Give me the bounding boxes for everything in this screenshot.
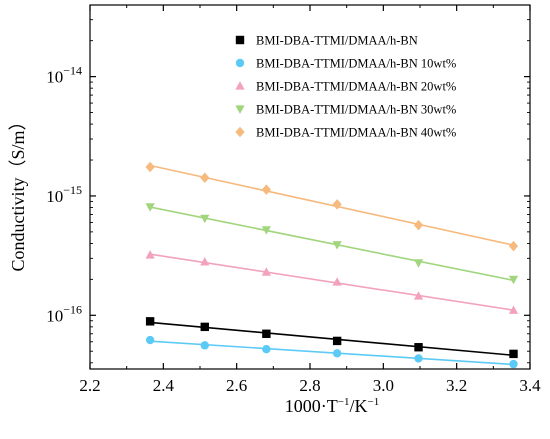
- legend-marker-0: [235, 35, 245, 45]
- x-axis-label-main: 1000·T: [285, 396, 338, 416]
- y-tick-label-0: 10−14: [46, 64, 82, 87]
- data-point-series-1: [414, 354, 423, 363]
- fit-line-series-2: [150, 253, 514, 311]
- data-point-series-2: [413, 291, 424, 300]
- data-point-series-0: [509, 349, 518, 359]
- data-point-series-0: [262, 329, 271, 338]
- data-point-series-0: [414, 343, 423, 352]
- fit-line-series-1: [150, 340, 514, 366]
- y-tick-label-2: 10−16: [46, 302, 82, 325]
- legend-label-1: BMI-DBA-TTMI/DMAA/h-BN 10wt%: [256, 57, 456, 71]
- fit-line-series-0: [150, 321, 514, 357]
- x-tick-label-1: 2.4: [153, 376, 175, 395]
- data-point-series-3: [145, 203, 155, 212]
- legend-marker-2: [235, 81, 245, 90]
- data-point-series-3: [413, 259, 424, 268]
- data-point-series-2: [332, 277, 342, 286]
- legend-label-2: BMI-DBA-TTMI/DMAA/h-BN 20wt%: [256, 80, 456, 94]
- data-point-series-1: [262, 344, 271, 354]
- data-point-series-3: [261, 226, 271, 235]
- x-axis-label-exp2: −1: [368, 396, 380, 408]
- data-point-series-1: [200, 341, 209, 350]
- data-point-series-2: [145, 250, 155, 259]
- data-point-series-0: [145, 317, 155, 326]
- x-axis-label-exp1: −1: [338, 396, 350, 408]
- data-point-series-1: [509, 359, 518, 369]
- x-tick-label-5: 3.2: [446, 376, 467, 395]
- data-point-series-0: [200, 322, 209, 332]
- data-point-series-0: [332, 336, 342, 346]
- x-tick-label-3: 2.8: [299, 376, 320, 395]
- data-point-series-3: [508, 275, 519, 285]
- x-tick-label-6: 3.4: [519, 376, 541, 395]
- data-point-series-4: [200, 172, 210, 184]
- data-point-series-4: [261, 184, 271, 195]
- legend-marker-4: [235, 126, 245, 138]
- data-point-series-4: [145, 161, 155, 173]
- data-point-series-2: [261, 267, 271, 276]
- data-point-series-1: [332, 349, 342, 358]
- y-axis-label: Conductivity（S/m）: [8, 112, 28, 271]
- data-point-series-3: [200, 214, 210, 224]
- legend-label-4: BMI-DBA-TTMI/DMAA/h-BN 40wt%: [256, 126, 456, 140]
- data-point-series-1: [145, 335, 155, 345]
- data-point-series-4: [508, 240, 519, 252]
- y-tick-label-1: 10−15: [46, 183, 82, 206]
- legend-marker-3: [235, 105, 245, 114]
- legend-label-3: BMI-DBA-TTMI/DMAA/h-BN 30wt%: [256, 103, 456, 117]
- legend-label-0: BMI-DBA-TTMI/DMAA/h-BN: [256, 34, 418, 48]
- fit-line-series-3: [149, 206, 514, 282]
- data-point-series-3: [332, 241, 342, 250]
- data-point-series-4: [332, 199, 342, 210]
- x-tick-label-4: 3.0: [373, 376, 394, 395]
- data-point-series-4: [413, 219, 424, 231]
- data-point-series-2: [200, 257, 210, 266]
- legend-marker-1: [235, 58, 245, 68]
- x-axis-label: 1000·T−1/K−1: [285, 396, 379, 416]
- data-point-series-2: [508, 305, 519, 314]
- fit-line-series-4: [149, 164, 514, 246]
- x-tick-label-2: 2.6: [226, 376, 247, 395]
- x-axis-label-mid: /K: [350, 396, 368, 416]
- x-tick-label-0: 2.2: [79, 376, 100, 395]
